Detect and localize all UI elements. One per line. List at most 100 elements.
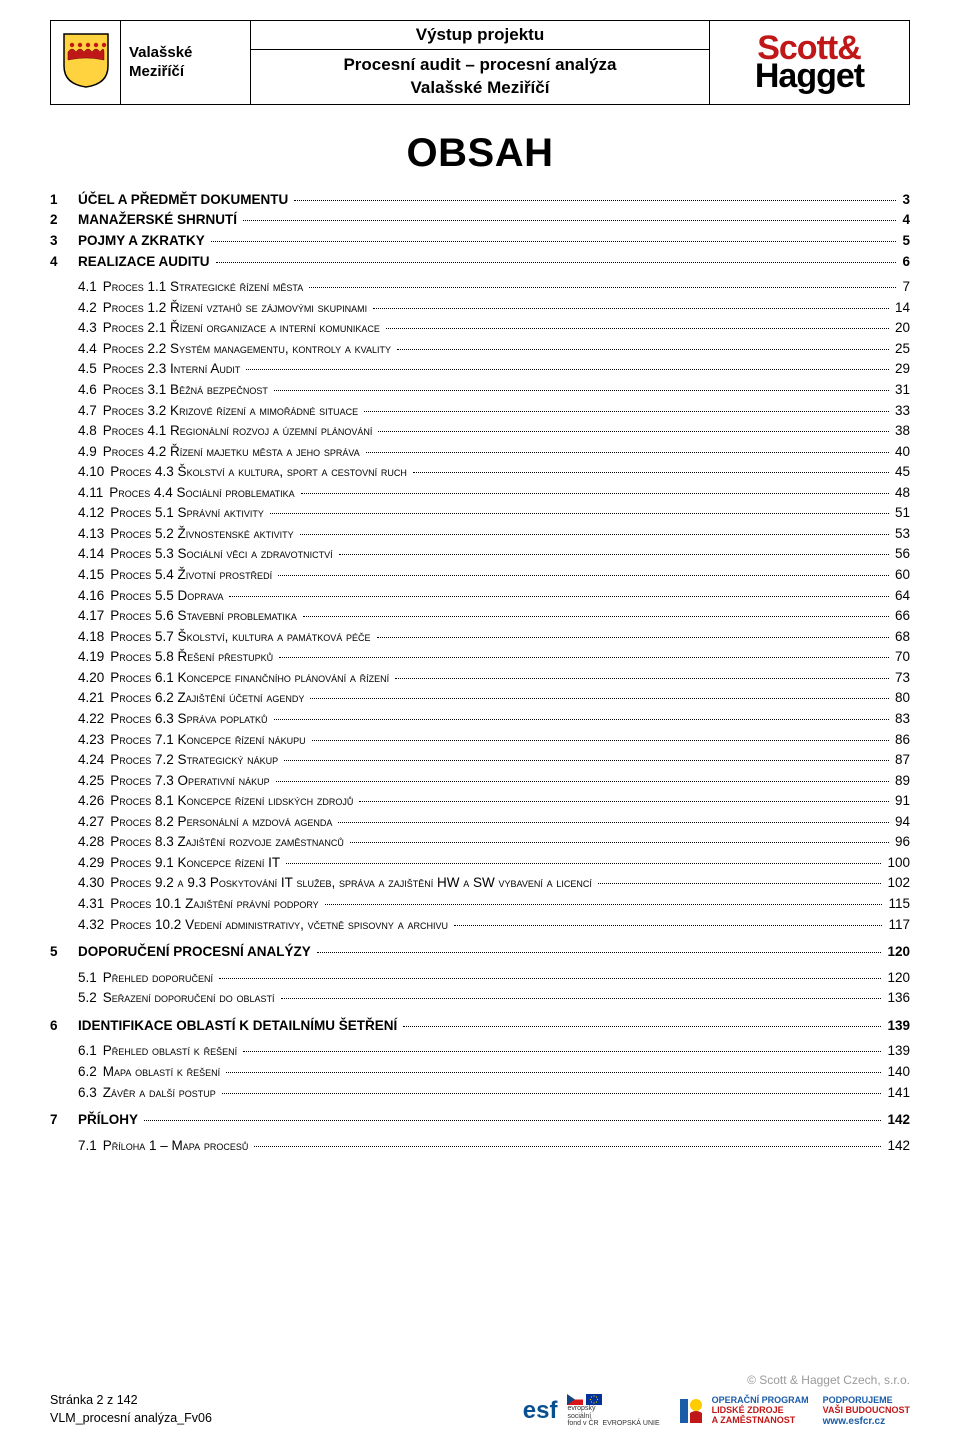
toc-text: Proces 8.3 Zajištění rozvoje zaměstnanců [110,832,348,852]
esf-label: esf [523,1397,558,1425]
toc-text: Proces 10.2 Vedení administrativy, včetn… [110,915,452,935]
toc-row[interactable]: 6.2Mapa oblastí k řešení140 [50,1062,910,1082]
toc-row[interactable]: 4.31Proces 10.1 Zajištění právní podpory… [50,894,910,914]
toc-row[interactable]: 4.9Proces 4.2 Řízení majetku města a jeh… [50,442,910,462]
toc-number: 1 [50,190,78,210]
toc-row[interactable]: 4.18Proces 5.7 Školství, kultura a památ… [50,627,910,647]
toc-text: Příloha 1 – Mapa procesů [103,1136,253,1156]
toc-number: 4.16 [50,586,110,606]
toc-row[interactable]: 4.20Proces 6.1 Koncepce finančního pláno… [50,668,910,688]
toc-page: 6 [898,252,910,272]
toc-text: Proces 5.3 Sociální věci a zdravotnictví [110,544,336,564]
toc-text: Proces 7.2 Strategický nákup [110,750,282,770]
toc-row[interactable]: 4.21Proces 6.2 Zajištění účetní agendy80 [50,688,910,708]
toc-page: 14 [891,298,910,318]
toc-row[interactable]: 4.11Proces 4.4 Sociální problematika48 [50,483,910,503]
toc-row[interactable]: 7PŘÍLOHY142 [50,1110,910,1130]
toc-row[interactable]: 5DOPORUČENÍ PROCESNÍ ANALÝZY120 [50,942,910,962]
toc-row[interactable]: 4.1Proces 1.1 Strategické řízení města7 [50,277,910,297]
toc-row[interactable]: 4.16Proces 5.5 Doprava64 [50,586,910,606]
toc-text: Proces 5.8 Řešení přestupků [110,647,277,667]
toc-page: 94 [891,812,910,832]
toc-row[interactable]: 4.32Proces 10.2 Vedení administrativy, v… [50,915,910,935]
toc-leader [300,534,889,535]
toc-number: 4.4 [50,339,103,359]
toc-row[interactable]: 4.14Proces 5.3 Sociální věci a zdravotni… [50,544,910,564]
toc-row[interactable]: 4.6Proces 3.1 Běžná bezpečnost31 [50,380,910,400]
toc-row[interactable]: 1ÚČEL A PŘEDMĚT DOKUMENTU3 [50,190,910,210]
toc-number: 4.13 [50,524,110,544]
toc-leader [284,760,889,761]
toc-number: 4.27 [50,812,110,832]
toc-leader [373,308,889,309]
toc-number: 4 [50,252,78,272]
toc-row[interactable]: 4.12Proces 5.1 Správní aktivity51 [50,503,910,523]
toc-leader [350,842,889,843]
toc-row[interactable]: 4.10Proces 4.3 Školství a kultura, sport… [50,462,910,482]
toc-text: Proces 5.7 Školství, kultura a památková… [110,627,374,647]
toc-row[interactable]: 4.25Proces 7.3 Operativní nákup89 [50,771,910,791]
toc-row[interactable]: 5.2Seřazení doporučení do oblastí136 [50,988,910,1008]
toc-row[interactable]: 4.23Proces 7.1 Koncepce řízení nákupu86 [50,730,910,750]
toc-row[interactable]: 3POJMY A ZKRATKY5 [50,231,910,251]
toc-row[interactable]: 4.30Proces 9.2 a 9.3 Poskytování IT služ… [50,873,910,893]
toc-row[interactable]: 4.24Proces 7.2 Strategický nákup87 [50,750,910,770]
toc-number: 2 [50,210,78,230]
toc-leader [386,328,889,329]
toc-row[interactable]: 4.7Proces 3.2 Krizové řízení a mimořádné… [50,401,910,421]
toc-text: REALIZACE AUDITU [78,252,214,272]
toc-row[interactable]: 4.19Proces 5.8 Řešení přestupků70 [50,647,910,667]
toc-leader [366,452,889,453]
toc-text: DOPORUČENÍ PROCESNÍ ANALÝZY [78,942,315,962]
toc-row[interactable]: 4.22Proces 6.3 Správa poplatků83 [50,709,910,729]
toc-row[interactable]: 6.3Závěr a další postup141 [50,1083,910,1103]
toc-leader [243,1051,881,1052]
toc-leader [274,390,889,391]
toc-number: 4.9 [50,442,103,462]
toc-text: Proces 4.2 Řízení majetku města a jeho s… [103,442,364,462]
toc-text: Proces 6.2 Zajištění účetní agendy [110,688,308,708]
toc-row[interactable]: 7.1Příloha 1 – Mapa procesů142 [50,1136,910,1156]
toc-leader [229,596,888,597]
toc-leader [378,431,889,432]
toc-leader [294,200,896,201]
toc-text: Proces 8.1 Koncepce řízení lidských zdro… [110,791,357,811]
toc-page: 100 [883,853,910,873]
toc-number: 4.7 [50,401,103,421]
toc-number: 4.32 [50,915,110,935]
toc-leader [397,349,889,350]
toc-number: 4.30 [50,873,110,893]
toc-page: 51 [891,503,910,523]
toc-row[interactable]: 4.8Proces 4.1 Regionální rozvoj a územní… [50,421,910,441]
toc-row[interactable]: 4.5Proces 2.3 Interní Audit29 [50,359,910,379]
toc-text: Proces 9.2 a 9.3 Poskytování IT služeb, … [110,873,596,893]
header-logo-cell: Scott& Hagget [710,21,910,105]
toc-page: 91 [891,791,910,811]
logo-bottom: Hagget [755,57,864,95]
page-footer: © Scott & Hagget Czech, s.r.o. Stránka 2… [50,1373,910,1429]
toc-row[interactable]: 2MANAŽERSKÉ SHRNUTÍ4 [50,210,910,230]
toc-page: 102 [883,873,910,893]
toc-row[interactable]: 4.13Proces 5.2 Živnostenské aktivity53 [50,524,910,544]
toc-row[interactable]: 4.27Proces 8.2 Personální a mzdová agend… [50,812,910,832]
toc-text: Proces 4.1 Regionální rozvoj a územní pl… [103,421,377,441]
toc-leader [243,220,896,221]
toc-row[interactable]: 4.2Proces 1.2 Řízení vztahů se zájmovými… [50,298,910,318]
toc-leader [310,698,889,699]
toc-page: 20 [891,318,910,338]
toc-row[interactable]: 4REALIZACE AUDITU 6 [50,252,910,272]
toc-row[interactable]: 4.15Proces 5.4 Životní prostředí60 [50,565,910,585]
toc-text: Proces 2.1 Řízení organizace a interní k… [103,318,384,338]
toc-row[interactable]: 4.28Proces 8.3 Zajištění rozvoje zaměstn… [50,832,910,852]
toc-text: Proces 8.2 Personální a mzdová agenda [110,812,336,832]
toc-row[interactable]: 4.29Proces 9.1 Koncepce řízení IT100 [50,853,910,873]
toc-page: 83 [891,709,910,729]
toc-row[interactable]: 4.3Proces 2.1 Řízení organizace a intern… [50,318,910,338]
toc-row[interactable]: 4.17Proces 5.6 Stavební problematika66 [50,606,910,626]
toc-row[interactable]: 4.4Proces 2.2 Systém managementu, kontro… [50,339,910,359]
toc-row[interactable]: 6IDENTIFIKACE OBLASTÍ K DETAILNÍMU ŠETŘE… [50,1016,910,1036]
toc-row[interactable]: 6.1Přehled oblastí k řešení139 [50,1041,910,1061]
toc-page: 4 [898,210,910,230]
toc-row[interactable]: 4.26Proces 8.1 Koncepce řízení lidských … [50,791,910,811]
toc-row[interactable]: 5.1Přehled doporučení120 [50,968,910,988]
